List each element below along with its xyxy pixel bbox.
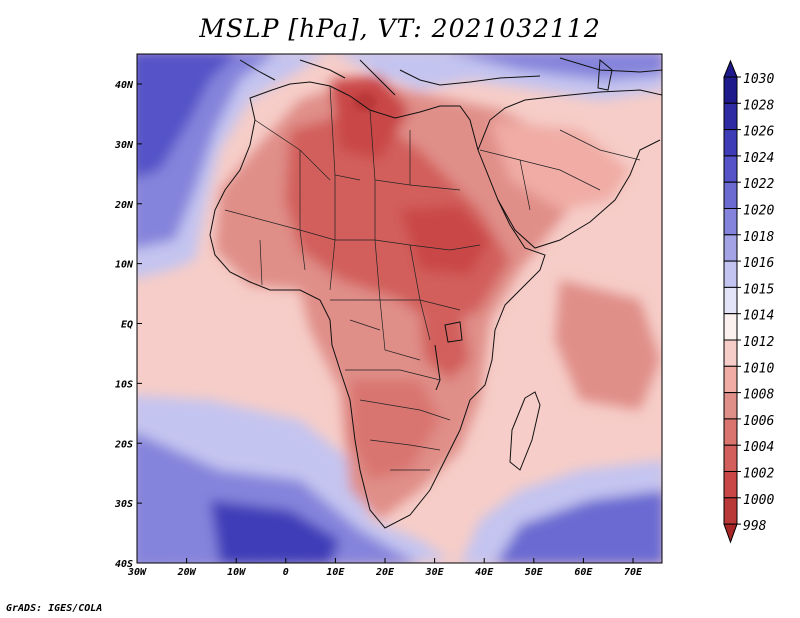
lon-tick-label: 20W bbox=[177, 567, 197, 578]
high-south-indian-core bbox=[496, 490, 662, 563]
colorbar: 1030 1028 1026 1024 1022 1020 1018 1016 1015 1014… bbox=[723, 59, 774, 544]
colorbar-swatch bbox=[723, 313, 738, 341]
lon-tick-label: 70E bbox=[624, 567, 643, 578]
colorbar-swatch bbox=[723, 129, 738, 157]
lat-tick-label: 40N bbox=[115, 80, 134, 91]
lat-tick-label: 20N bbox=[114, 200, 134, 211]
north-africa-borders bbox=[254, 85, 461, 240]
high-south-atlantic-mid bbox=[137, 433, 417, 563]
low-southern-africa bbox=[350, 380, 440, 480]
low-sahel-central bbox=[285, 110, 510, 330]
colorbar-label: 1016 bbox=[743, 256, 774, 271]
low-center-libya bbox=[353, 93, 377, 111]
low-sudan bbox=[400, 205, 490, 275]
lon-tick-label: 30W bbox=[127, 567, 147, 578]
low-indian-ocean bbox=[555, 280, 660, 410]
lat-tick-label: 30N bbox=[114, 140, 134, 151]
colorbar-swatch bbox=[723, 286, 738, 315]
colorbar-swatch bbox=[723, 497, 738, 525]
lake-victoria bbox=[444, 321, 463, 343]
colorbar-swatch bbox=[723, 260, 738, 288]
colorbar-label: 1018 bbox=[743, 230, 774, 245]
high-south-atlantic-core bbox=[210, 500, 340, 563]
colorbar-label: 1010 bbox=[743, 361, 774, 376]
lat-tick-label: 40S bbox=[115, 559, 133, 570]
southern-africa-borders bbox=[345, 369, 451, 471]
colorbar-label: 1000 bbox=[743, 493, 774, 508]
central-africa-borders bbox=[330, 299, 461, 361]
madagascar-coastline bbox=[509, 391, 541, 471]
map-frame bbox=[136, 53, 663, 564]
colorbar-swatch bbox=[723, 181, 738, 209]
lat-tick-label: 20S bbox=[114, 439, 133, 450]
colorbar-label: 1028 bbox=[743, 98, 774, 113]
pressure-field bbox=[137, 54, 662, 563]
colorbar-swatch bbox=[723, 444, 738, 473]
colorbar-swatch bbox=[723, 365, 738, 394]
middle-east-borders bbox=[479, 129, 641, 211]
colorbar-label: 1014 bbox=[743, 309, 774, 324]
colorbar-swatch bbox=[723, 102, 738, 131]
colorbar-swatch bbox=[723, 418, 738, 446]
lon-tick-label: 0 bbox=[283, 567, 289, 578]
lon-tick-label: 20E bbox=[375, 567, 395, 578]
colorbar-label: 1008 bbox=[743, 388, 774, 403]
colorbar-label: 1022 bbox=[743, 177, 774, 192]
country-borders bbox=[224, 85, 641, 471]
colorbar-label: 1030 bbox=[743, 72, 774, 87]
low-east-africa bbox=[420, 310, 470, 380]
lon-tick-label: 50E bbox=[525, 567, 544, 578]
colorbar-swatch bbox=[723, 76, 738, 104]
high-northwest-atlantic-inner bbox=[137, 54, 236, 178]
colorbar-label: 1012 bbox=[743, 335, 774, 350]
lat-tick-label: 30S bbox=[114, 499, 133, 510]
colorbar-swatch bbox=[723, 392, 738, 420]
colorbar-arrow-top bbox=[723, 59, 738, 78]
colorbar-label: 1020 bbox=[743, 204, 774, 219]
colorbar-label: 1024 bbox=[743, 151, 774, 166]
colorbar-arrow-bottom bbox=[723, 523, 738, 544]
arabia-coastline bbox=[477, 89, 662, 249]
colorbar-label: 998 bbox=[743, 519, 767, 534]
lon-tick-label: 10W bbox=[227, 567, 246, 578]
colorbar-swatch bbox=[723, 339, 738, 367]
colorbar-label: 1015 bbox=[743, 282, 774, 297]
colorbar-swatch bbox=[723, 471, 738, 499]
longitude-axis: 30W 20W 10W 0 10E 20E 30E 40E 50E 60E 70E bbox=[127, 558, 643, 578]
sahel-borders bbox=[224, 209, 481, 301]
colorbar-swatch bbox=[723, 208, 738, 236]
footer-credit: GrADS: IGES/COLA bbox=[6, 603, 103, 614]
high-north-europe-inner bbox=[456, 54, 662, 80]
colorbar-label: 1026 bbox=[743, 125, 774, 140]
caspian-coastline bbox=[597, 58, 613, 91]
lon-tick-label: 30E bbox=[425, 567, 445, 578]
colorbar-swatch bbox=[723, 234, 738, 262]
colorbar-label: 1004 bbox=[743, 440, 774, 455]
europe-coastline bbox=[239, 57, 662, 96]
colorbar-label: 1002 bbox=[743, 467, 774, 482]
lat-tick-label: EQ bbox=[121, 320, 133, 331]
map-title: MSLP [hPa], VT: 2021032112 bbox=[199, 14, 601, 43]
lon-tick-label: 40E bbox=[475, 567, 494, 578]
latitude-axis: 40N 30N 20N 10N EQ 10S 20S 30S 40S bbox=[114, 80, 142, 570]
lat-tick-label: 10S bbox=[115, 379, 133, 390]
lon-tick-label: 10E bbox=[326, 567, 345, 578]
africa-coastline bbox=[209, 81, 546, 529]
lat-tick-label: 10N bbox=[115, 260, 134, 271]
colorbar-label: 1006 bbox=[743, 414, 774, 429]
lon-tick-label: 60E bbox=[574, 567, 593, 578]
colorbar-swatch bbox=[723, 155, 738, 183]
